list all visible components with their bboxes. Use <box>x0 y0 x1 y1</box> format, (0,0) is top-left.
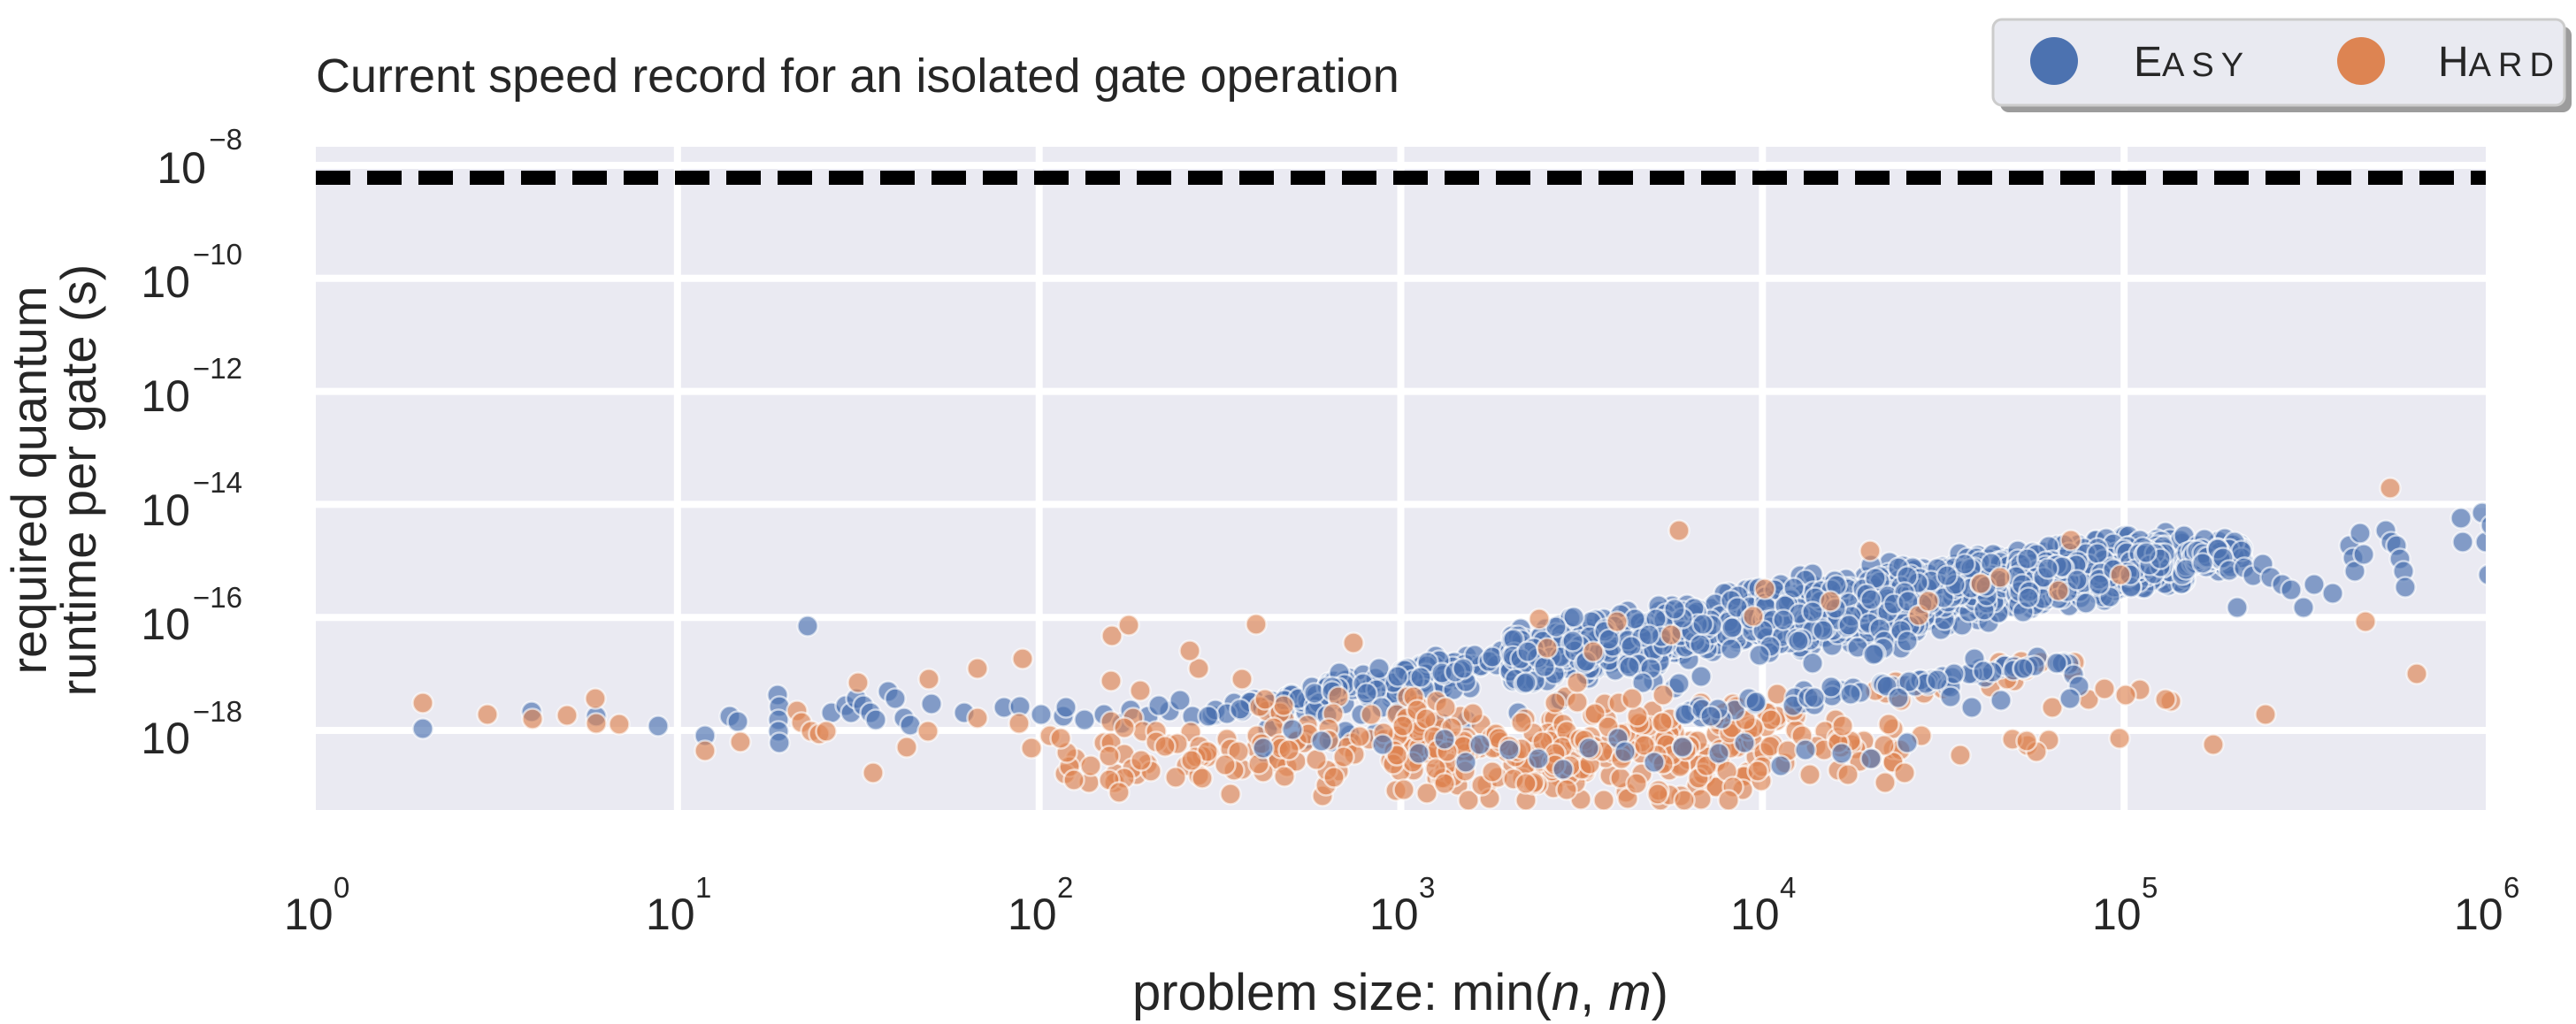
svg-text:required quantum: required quantum <box>1 287 57 675</box>
svg-text:10: 10 <box>141 600 190 649</box>
svg-text:−12: −12 <box>193 352 242 385</box>
svg-text:10: 10 <box>2454 890 2503 939</box>
svg-text:1: 1 <box>695 871 711 904</box>
svg-text:10: 10 <box>157 143 206 193</box>
svg-text:10: 10 <box>141 257 190 307</box>
svg-text:Current speed record for an is: Current speed record for an isolated gat… <box>316 50 1399 103</box>
svg-text:10: 10 <box>2092 890 2142 939</box>
svg-text:10: 10 <box>141 485 190 535</box>
svg-text:−8: −8 <box>209 123 242 156</box>
svg-text:0: 0 <box>334 871 349 904</box>
svg-text:−18: −18 <box>193 695 242 728</box>
svg-text:10: 10 <box>646 890 695 939</box>
svg-text:−16: −16 <box>193 581 242 614</box>
svg-text:2: 2 <box>1057 871 1073 904</box>
svg-text:10: 10 <box>141 714 190 763</box>
svg-text:10: 10 <box>284 890 334 939</box>
svg-text:4: 4 <box>1780 871 1796 904</box>
svg-text:−14: −14 <box>193 466 242 499</box>
svg-text:10: 10 <box>1008 890 1057 939</box>
svg-text:problem size: min(n, m): problem size: min(n, m) <box>1132 964 1668 1021</box>
svg-text:10: 10 <box>1369 890 1419 939</box>
svg-text:6: 6 <box>2503 871 2519 904</box>
svg-text:3: 3 <box>1419 871 1435 904</box>
svg-text:runtime per gate (s): runtime per gate (s) <box>50 264 106 697</box>
svg-text:−10: −10 <box>193 238 242 271</box>
svg-text:5: 5 <box>2142 871 2158 904</box>
svg-text:10: 10 <box>141 371 190 421</box>
svg-text:10: 10 <box>1730 890 1780 939</box>
